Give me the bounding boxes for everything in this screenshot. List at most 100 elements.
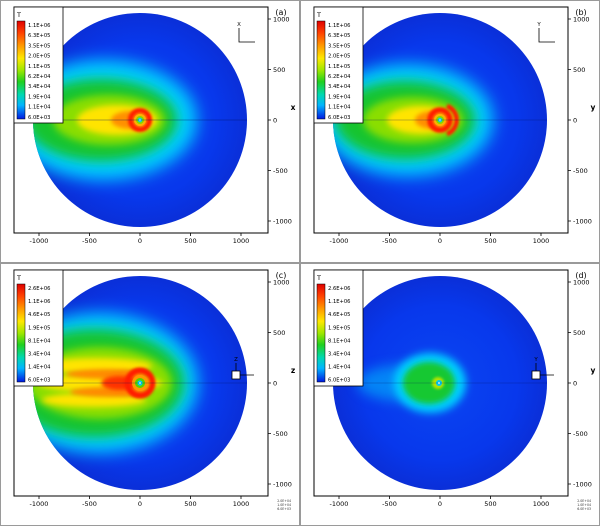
axis-letter: x — [291, 103, 296, 112]
y-tick-label: 1000 — [273, 279, 290, 287]
colorbar-label: 1.1E+05 — [328, 64, 350, 70]
axis-letter: z — [291, 366, 295, 375]
colorbar-strip — [316, 283, 326, 383]
fine-print-line: 1.0E+04 — [577, 503, 591, 507]
colorbar-label: 6.0E+03 — [328, 115, 350, 121]
triad-origin-square — [231, 370, 241, 380]
x-tick-label: -1000 — [330, 500, 349, 508]
fine-print-line: 2.0E+04 — [277, 499, 291, 503]
y-tick-label: 1000 — [573, 16, 590, 24]
y-tick-label: 0 — [573, 380, 577, 388]
colorbar-label: 1.9E+04 — [328, 94, 351, 100]
x-tick-label: -1000 — [330, 237, 349, 245]
triad-letter: Y — [536, 22, 541, 28]
fine-print-line: 6.0E+03 — [577, 507, 591, 511]
x-tick-label: 1000 — [233, 500, 250, 508]
colorbar: T 2.6E+06 1.1E+06 4.6E+05 1.9E+05 8.1E+0… — [313, 269, 364, 387]
colorbar-label: 1.9E+05 — [28, 325, 50, 331]
fine-print-line: 6.0E+03 — [277, 507, 291, 511]
x-tick-label: 1000 — [233, 237, 250, 245]
colorbar-label: 2.6E+06 — [328, 286, 350, 292]
colorbar-label: 1.1E+04 — [28, 105, 51, 111]
y-axis-ticks — [268, 18, 271, 222]
axis-orientation-icon: Z — [231, 357, 254, 380]
panel-label: (c) — [276, 271, 287, 280]
colorbar-title: T — [16, 274, 21, 282]
x-tick-label: 500 — [184, 500, 196, 508]
y-tick-label: 1000 — [273, 16, 290, 24]
triad-letter: X — [237, 22, 241, 28]
colorbar-label: 3.4E+04 — [328, 352, 351, 358]
x-tick-label: 500 — [184, 237, 196, 245]
contour-layers — [333, 353, 547, 413]
colorbar-label: 1.1E+06 — [328, 299, 350, 305]
x-axis-ticks — [38, 496, 242, 499]
core-dot — [139, 119, 141, 121]
colorbar-label: 4.6E+05 — [328, 312, 350, 318]
panel-label: (a) — [275, 8, 286, 17]
corner-fine-print: 2.0E+04 1.0E+04 6.0E+03 — [577, 499, 591, 511]
x-tick-label: 500 — [484, 500, 496, 508]
x-tick-label: -500 — [82, 237, 97, 245]
y-axis-ticks — [568, 281, 571, 485]
colorbar-label: 2.0E+05 — [328, 54, 350, 60]
colorbar-label: 6.3E+05 — [328, 33, 350, 39]
fine-print-line: 2.0E+04 — [577, 499, 591, 503]
y-axis-ticks — [568, 18, 571, 222]
axis-orientation-icon: Y — [531, 357, 554, 380]
y-tick-label: 500 — [273, 329, 285, 337]
contour-red-ring — [427, 107, 453, 133]
y-tick-label: 0 — [573, 117, 577, 125]
colorbar-label: 3.4E+04 — [328, 84, 351, 90]
colorbar-label: 1.4E+04 — [328, 365, 351, 371]
panel-a: -1000 -500 0 500 1000 1000 500 0 -500 -1… — [0, 0, 300, 263]
x-tick-label: -500 — [382, 237, 397, 245]
y-tick-label: -1000 — [573, 218, 592, 226]
triad-axes — [235, 363, 254, 376]
colorbar-label: 6.3E+05 — [28, 33, 50, 39]
colorbar-label: 1.1E+05 — [28, 64, 50, 70]
colorbar-strip — [16, 283, 26, 383]
colorbar-strip — [316, 20, 326, 120]
colorbar-label: 3.4E+04 — [28, 352, 51, 358]
y-tick-label: -1000 — [273, 218, 292, 226]
colorbar-label: 1.9E+04 — [28, 94, 51, 100]
colorbar-label: 6.0E+03 — [28, 115, 50, 121]
axis-letter: y — [591, 366, 596, 375]
contour-red-ring — [128, 108, 152, 132]
y-tick-label: -500 — [273, 167, 288, 175]
colorbar-label: 1.1E+06 — [28, 299, 50, 305]
y-tick-label: -500 — [573, 430, 588, 438]
x-tick-label: -1000 — [30, 500, 49, 508]
triad-axes — [538, 28, 555, 43]
colorbar-label: 2.6E+06 — [28, 286, 50, 292]
axis-orientation-icon: X — [237, 22, 255, 43]
core-dot — [439, 119, 441, 121]
colorbar-label: 6.2E+04 — [28, 74, 51, 80]
contour-red-crescent — [446, 103, 459, 137]
colorbar-label: 4.6E+05 — [28, 312, 50, 318]
x-tick-label: 0 — [438, 500, 442, 508]
axis-orientation-icon: Y — [536, 22, 555, 43]
y-tick-label: -500 — [273, 430, 288, 438]
triad-axes — [238, 28, 255, 43]
x-axis-ticks — [38, 233, 242, 236]
colorbar-label: 6.0E+03 — [28, 378, 50, 384]
triad-letter: Y — [533, 357, 538, 363]
x-tick-label: 1000 — [533, 237, 550, 245]
panel-c: -1000 -500 0 500 1000 1000 500 0 -500 -1… — [0, 263, 300, 526]
core-dot — [438, 382, 440, 384]
colorbar-label: 1.1E+06 — [328, 23, 350, 29]
panel-b: -1000 -500 0 500 1000 1000 500 0 -500 -1… — [300, 0, 600, 263]
corner-fine-print: 2.0E+04 1.0E+04 6.0E+03 — [277, 499, 291, 511]
colorbar-label: 1.4E+04 — [28, 365, 51, 371]
colorbar-title: T — [316, 274, 321, 282]
contour-red-ring — [124, 367, 156, 399]
x-tick-label: 0 — [438, 237, 442, 245]
panel-label: (d) — [575, 271, 586, 280]
panel-d: -1000 -500 0 500 1000 1000 500 0 -500 -1… — [300, 263, 600, 526]
triad-axes — [535, 363, 554, 376]
y-tick-label: 500 — [273, 66, 285, 74]
triad-origin-square — [531, 370, 541, 380]
y-tick-label: 1000 — [573, 279, 590, 287]
